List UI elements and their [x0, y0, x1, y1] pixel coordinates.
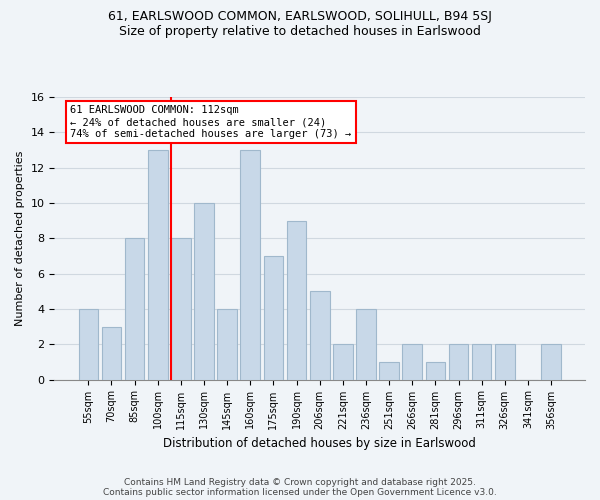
Bar [263, 256, 283, 380]
Bar [217, 309, 237, 380]
Text: 61 EARLSWOOD COMMON: 112sqm
← 24% of detached houses are smaller (24)
74% of sem: 61 EARLSWOOD COMMON: 112sqm ← 24% of det… [70, 106, 352, 138]
Bar [403, 344, 422, 380]
Bar [472, 344, 491, 380]
Bar [101, 326, 121, 380]
Bar [356, 309, 376, 380]
Bar [241, 150, 260, 380]
X-axis label: Distribution of detached houses by size in Earlswood: Distribution of detached houses by size … [163, 437, 476, 450]
Text: Contains HM Land Registry data © Crown copyright and database right 2025.
Contai: Contains HM Land Registry data © Crown c… [103, 478, 497, 497]
Bar [333, 344, 353, 380]
Bar [495, 344, 515, 380]
Bar [287, 220, 307, 380]
Bar [125, 238, 145, 380]
Text: 61, EARLSWOOD COMMON, EARLSWOOD, SOLIHULL, B94 5SJ
Size of property relative to : 61, EARLSWOOD COMMON, EARLSWOOD, SOLIHUL… [108, 10, 492, 38]
Bar [379, 362, 399, 380]
Bar [194, 203, 214, 380]
Bar [425, 362, 445, 380]
Bar [171, 238, 191, 380]
Bar [310, 292, 329, 380]
Bar [148, 150, 167, 380]
Y-axis label: Number of detached properties: Number of detached properties [15, 150, 25, 326]
Bar [449, 344, 469, 380]
Bar [79, 309, 98, 380]
Bar [541, 344, 561, 380]
